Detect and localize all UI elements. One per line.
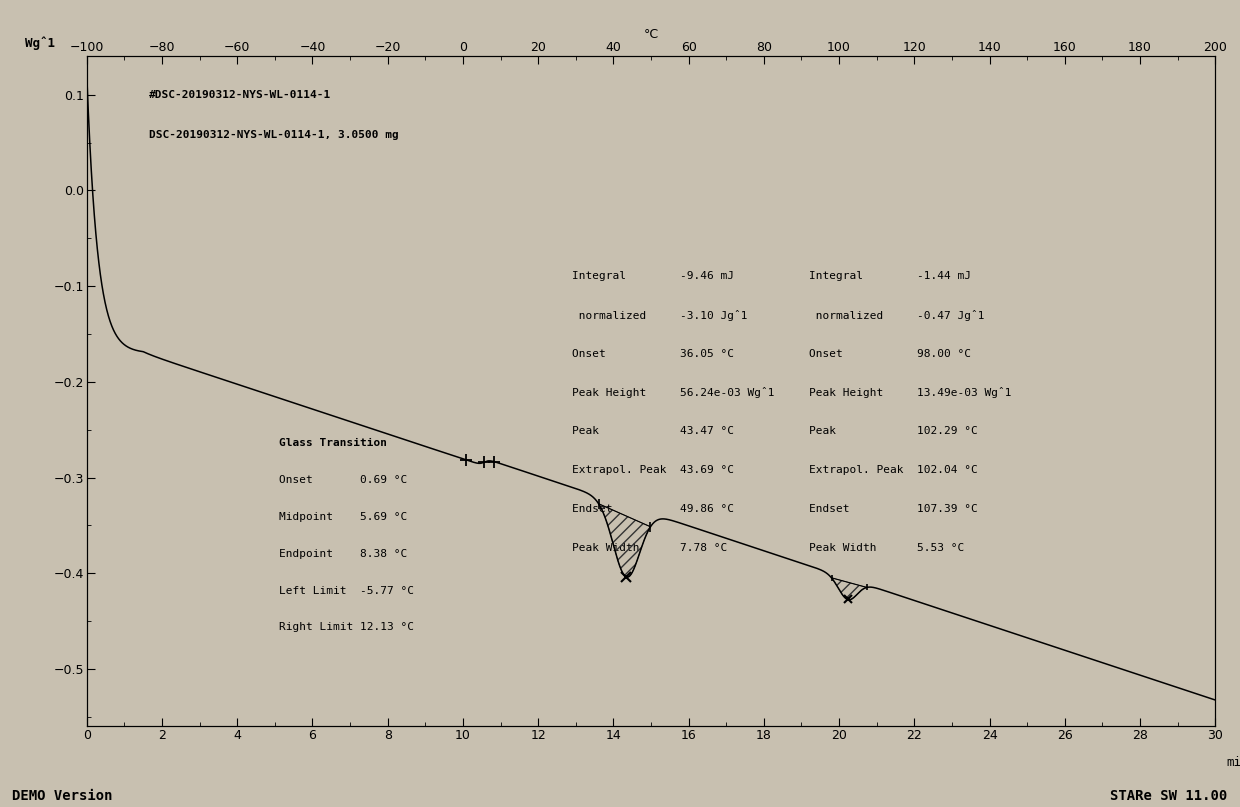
Text: Endpoint    8.38 °C: Endpoint 8.38 °C bbox=[279, 549, 407, 558]
Text: Peak            102.29 °C: Peak 102.29 °C bbox=[808, 426, 977, 437]
Text: DEMO Version: DEMO Version bbox=[12, 789, 113, 803]
Text: DSC-20190312-NYS-WL-0114-1, 3.0500 mg: DSC-20190312-NYS-WL-0114-1, 3.0500 mg bbox=[149, 130, 398, 140]
Text: Peak Width      5.53 °C: Peak Width 5.53 °C bbox=[808, 543, 965, 553]
Text: Wgˆ1: Wgˆ1 bbox=[25, 36, 55, 50]
Text: Endset          107.39 °C: Endset 107.39 °C bbox=[808, 504, 977, 514]
Text: Onset       0.69 °C: Onset 0.69 °C bbox=[279, 475, 407, 485]
X-axis label: °C: °C bbox=[644, 28, 658, 41]
Text: Glass Transition: Glass Transition bbox=[279, 438, 387, 448]
Text: Peak Width      7.78 °C: Peak Width 7.78 °C bbox=[572, 543, 728, 553]
Text: Midpoint    5.69 °C: Midpoint 5.69 °C bbox=[279, 512, 407, 522]
Text: Extrapol. Peak  102.04 °C: Extrapol. Peak 102.04 °C bbox=[808, 465, 977, 475]
Text: Left Limit  -5.77 °C: Left Limit -5.77 °C bbox=[279, 586, 414, 596]
Text: Integral        -9.46 mJ: Integral -9.46 mJ bbox=[572, 271, 734, 281]
Text: Peak Height     56.24e-03 Wgˆ1: Peak Height 56.24e-03 Wgˆ1 bbox=[572, 387, 775, 399]
Text: Integral        -1.44 mJ: Integral -1.44 mJ bbox=[808, 271, 971, 281]
Text: normalized     -0.47 Jgˆ1: normalized -0.47 Jgˆ1 bbox=[808, 310, 985, 320]
Text: Onset           98.00 °C: Onset 98.00 °C bbox=[808, 349, 971, 358]
Text: normalized     -3.10 Jgˆ1: normalized -3.10 Jgˆ1 bbox=[572, 310, 748, 320]
Text: Endset          49.86 °C: Endset 49.86 °C bbox=[572, 504, 734, 514]
Text: Peak            43.47 °C: Peak 43.47 °C bbox=[572, 426, 734, 437]
Text: Peak Height     13.49e-03 Wgˆ1: Peak Height 13.49e-03 Wgˆ1 bbox=[808, 387, 1012, 399]
Text: Right Limit 12.13 °C: Right Limit 12.13 °C bbox=[279, 622, 414, 633]
Text: Extrapol. Peak  43.69 °C: Extrapol. Peak 43.69 °C bbox=[572, 465, 734, 475]
Text: min: min bbox=[1226, 756, 1240, 769]
Text: #DSC-20190312-NYS-WL-0114-1: #DSC-20190312-NYS-WL-0114-1 bbox=[149, 90, 331, 100]
Text: STARe SW 11.00: STARe SW 11.00 bbox=[1110, 789, 1228, 803]
Text: Onset           36.05 °C: Onset 36.05 °C bbox=[572, 349, 734, 358]
